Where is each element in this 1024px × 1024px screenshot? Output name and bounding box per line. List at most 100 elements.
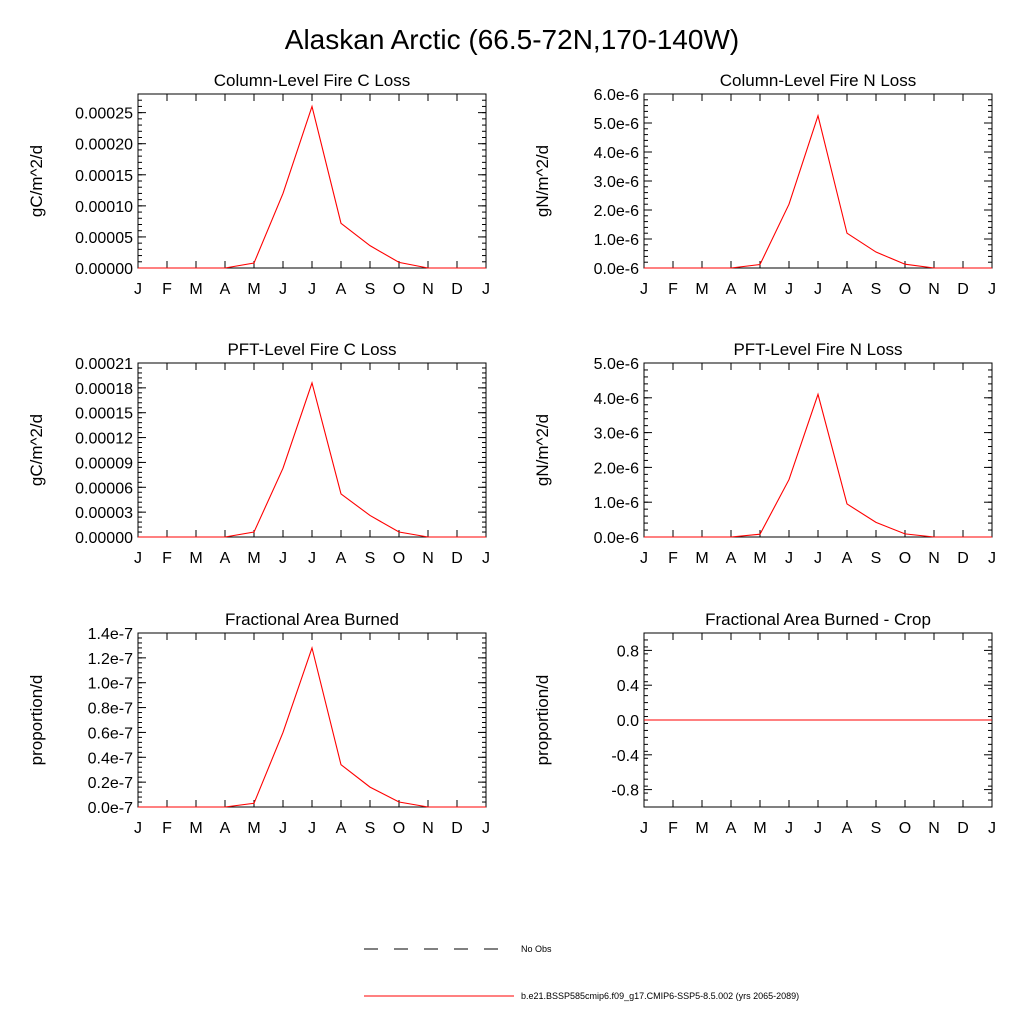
y-tick-label: 0.0 (617, 713, 639, 730)
x-tick-label: A (726, 550, 737, 567)
chart-panel-1: J F M A M J J A S O N D J0.000000.000050.000100.0001… (27, 71, 490, 298)
x-tick-label: J (785, 281, 793, 298)
y-tick-label: 2.0e-6 (594, 460, 639, 477)
y-tick-label: 0.00010 (75, 199, 133, 216)
series-line (138, 380, 486, 538)
chart-title: Column-Level Fire N Loss (720, 71, 917, 90)
x-tick-label: J (482, 281, 490, 298)
x-tick-label: O (393, 281, 405, 298)
x-tick-label: J (482, 550, 490, 567)
x-tick-label: S (871, 550, 882, 567)
x-tick-label: A (220, 550, 231, 567)
x-tick-label: J (308, 820, 316, 837)
y-tick-label: 0.0e-6 (594, 261, 639, 278)
y-axis-label: proportion/d (27, 675, 46, 766)
x-tick-label: S (871, 820, 882, 837)
main-title: Alaskan Arctic (66.5-72N,170-140W) (285, 24, 739, 55)
x-tick-label: N (422, 550, 434, 567)
x-tick-label: J (988, 550, 996, 567)
series-line (138, 645, 486, 808)
x-tick-label: J (988, 281, 996, 298)
x-tick-label: A (220, 820, 231, 837)
panels: J F M A M J J A S O N D J0.000000.000050.000100.0001… (27, 71, 996, 837)
plot-frame (643, 362, 993, 538)
y-tick-label: 4.0e-6 (594, 391, 639, 408)
y-tick-label: 0.00000 (75, 261, 133, 278)
x-tick-label: F (668, 550, 678, 567)
y-tick-label: 0.0e-7 (88, 800, 133, 817)
x-tick-label: A (220, 281, 231, 298)
y-axis-label: gN/m^2/d (533, 145, 552, 217)
x-tick-label: A (726, 820, 737, 837)
x-tick-label: J (279, 550, 287, 567)
y-tick-label: 0.00009 (75, 455, 133, 472)
x-tick-label: A (842, 281, 853, 298)
x-tick-label: D (451, 820, 463, 837)
y-tick-label: 1.0e-6 (594, 232, 639, 249)
y-tick-label: 0.00006 (75, 480, 133, 497)
y-tick-label: 0.00018 (75, 381, 133, 398)
y-tick-label: 0.00015 (75, 168, 133, 185)
x-tick-label: M (753, 820, 766, 837)
x-tick-label: S (365, 550, 376, 567)
y-tick-label: 0.00005 (75, 230, 133, 247)
x-tick-label: M (695, 820, 708, 837)
y-axis-label: gC/m^2/d (27, 145, 46, 217)
x-tick-label: D (957, 550, 969, 567)
x-tick-label: J (814, 820, 822, 837)
x-tick-label: A (336, 820, 347, 837)
x-tick-label: A (336, 281, 347, 298)
y-tick-label: -0.4 (611, 748, 639, 765)
x-tick-label: D (957, 281, 969, 298)
x-tick-label: O (899, 820, 911, 837)
x-tick-label: M (247, 281, 260, 298)
x-tick-label: A (842, 550, 853, 567)
x-tick-label: J (640, 550, 648, 567)
x-tick-label: F (162, 281, 172, 298)
y-tick-label: 0.0e-6 (594, 530, 639, 547)
x-tick-label: A (726, 281, 737, 298)
y-tick-label: 4.0e-6 (594, 145, 639, 162)
x-tick-label: S (365, 281, 376, 298)
plot-frame (137, 362, 487, 538)
x-tick-label: J (785, 820, 793, 837)
chart-panel-6: J F M A M J J A S O N D J-0.8-0.40.00.40.8Fractional… (533, 610, 996, 837)
x-tick-label: M (695, 550, 708, 567)
x-tick-label: N (928, 550, 940, 567)
x-tick-label: O (393, 820, 405, 837)
series-line (138, 104, 486, 269)
x-tick-label: M (189, 820, 202, 837)
x-tick-label: N (928, 820, 940, 837)
y-tick-label: 0.00012 (75, 431, 133, 448)
x-tick-label: M (753, 550, 766, 567)
x-tick-label: J (814, 550, 822, 567)
y-tick-label: 0.8e-7 (88, 701, 133, 718)
y-tick-label: 0.6e-7 (88, 725, 133, 742)
chart-title: Fractional Area Burned (225, 610, 399, 629)
x-tick-label: D (451, 550, 463, 567)
series-line (644, 113, 992, 269)
x-tick-label: J (279, 820, 287, 837)
y-tick-label: 0.8 (617, 643, 639, 660)
y-tick-label: 6.0e-6 (594, 87, 639, 104)
x-tick-label: A (842, 820, 853, 837)
y-tick-label: 0.00003 (75, 505, 133, 522)
chart-title: PFT-Level Fire C Loss (227, 340, 396, 359)
y-axis-label: gC/m^2/d (27, 414, 46, 486)
y-tick-label: 5.0e-6 (594, 116, 639, 133)
chart-title: PFT-Level Fire N Loss (733, 340, 902, 359)
x-tick-label: J (640, 820, 648, 837)
x-tick-label: O (899, 281, 911, 298)
plot-frame (643, 93, 993, 269)
x-tick-label: J (640, 281, 648, 298)
plot-frame (137, 93, 487, 269)
x-tick-label: N (422, 281, 434, 298)
x-tick-label: S (871, 281, 882, 298)
y-tick-label: 0.4 (617, 678, 639, 695)
x-tick-label: J (308, 550, 316, 567)
x-tick-label: F (162, 550, 172, 567)
x-tick-label: J (988, 820, 996, 837)
y-tick-label: 2.0e-6 (594, 203, 639, 220)
chart-panel-2: J F M A M J J A S O N D J0.0e-61.0e-62.0e-63.0e-64.0… (533, 71, 996, 298)
x-tick-label: J (134, 281, 142, 298)
